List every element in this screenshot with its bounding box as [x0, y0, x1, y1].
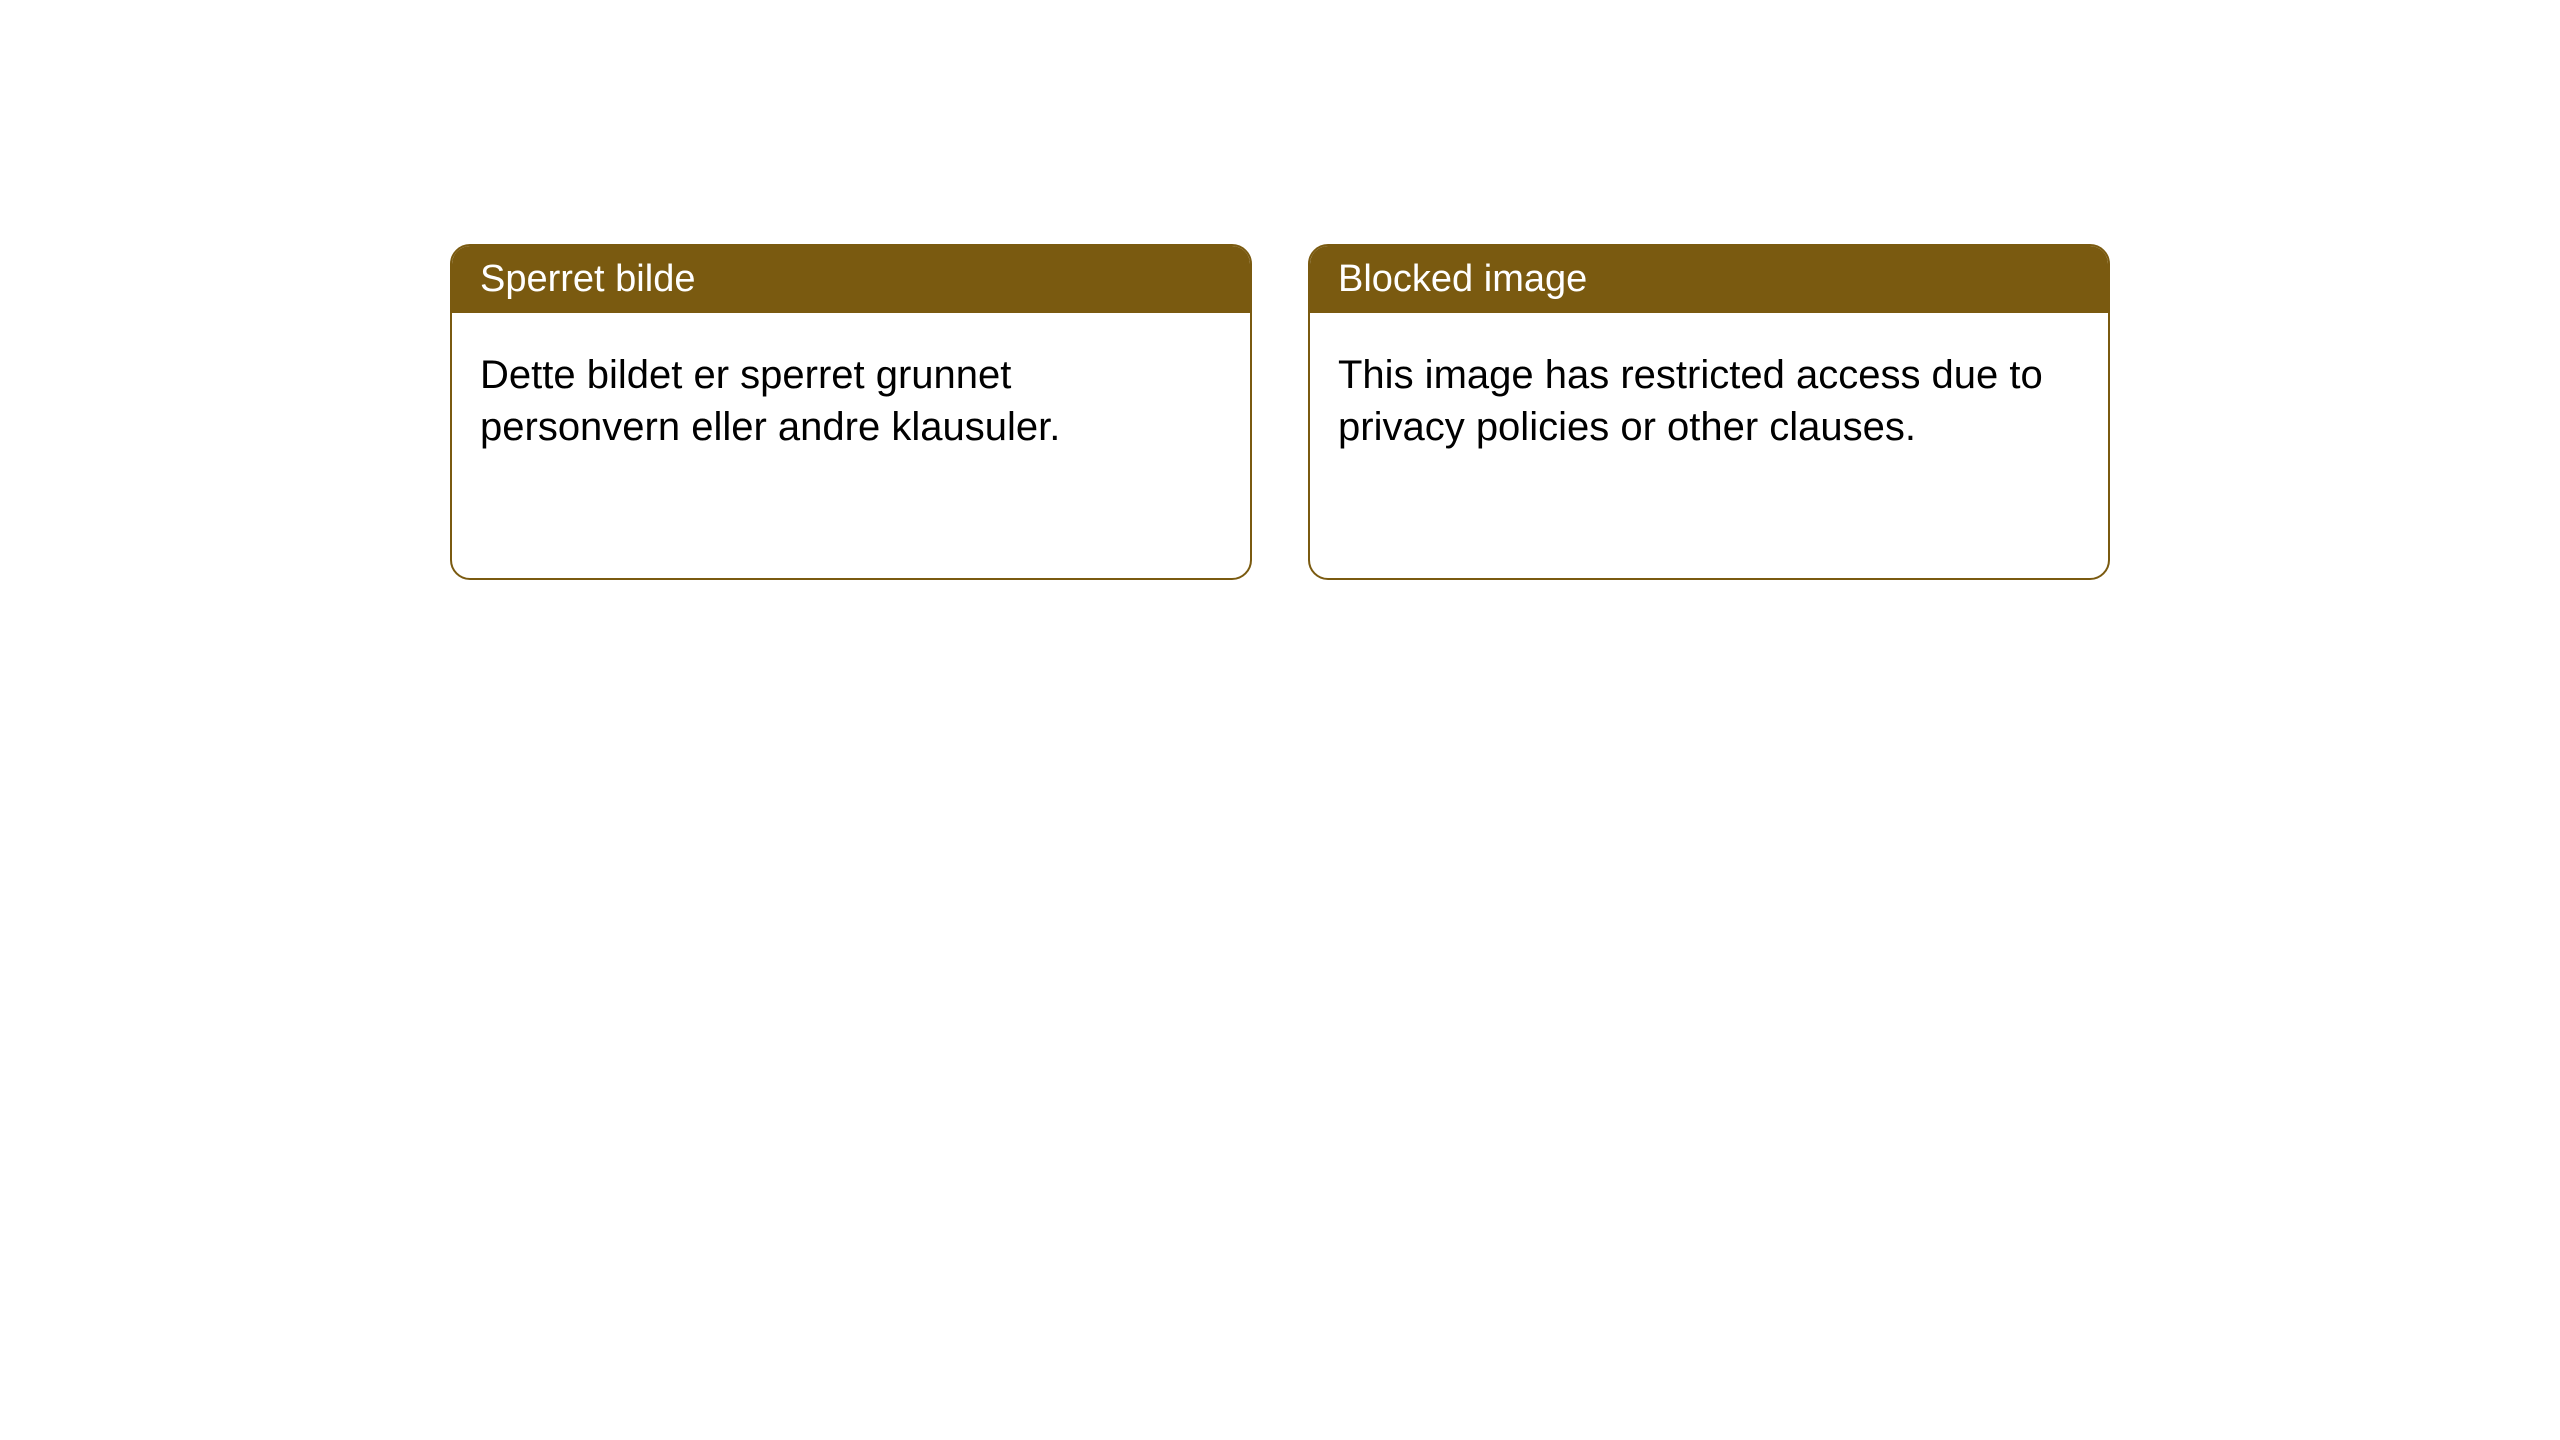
card-title: Blocked image — [1338, 258, 1587, 300]
card-message: Dette bildet er sperret grunnet personve… — [480, 353, 1060, 449]
blocked-image-card-no: Sperret bilde Dette bildet er sperret gr… — [450, 244, 1252, 580]
card-body: This image has restricted access due to … — [1310, 313, 2108, 489]
card-title: Sperret bilde — [480, 258, 695, 300]
card-header: Sperret bilde — [452, 246, 1250, 313]
notice-container: Sperret bilde Dette bildet er sperret gr… — [450, 244, 2110, 580]
card-header: Blocked image — [1310, 246, 2108, 313]
card-body: Dette bildet er sperret grunnet personve… — [452, 313, 1250, 489]
blocked-image-card-en: Blocked image This image has restricted … — [1308, 244, 2110, 580]
card-message: This image has restricted access due to … — [1338, 353, 2043, 449]
